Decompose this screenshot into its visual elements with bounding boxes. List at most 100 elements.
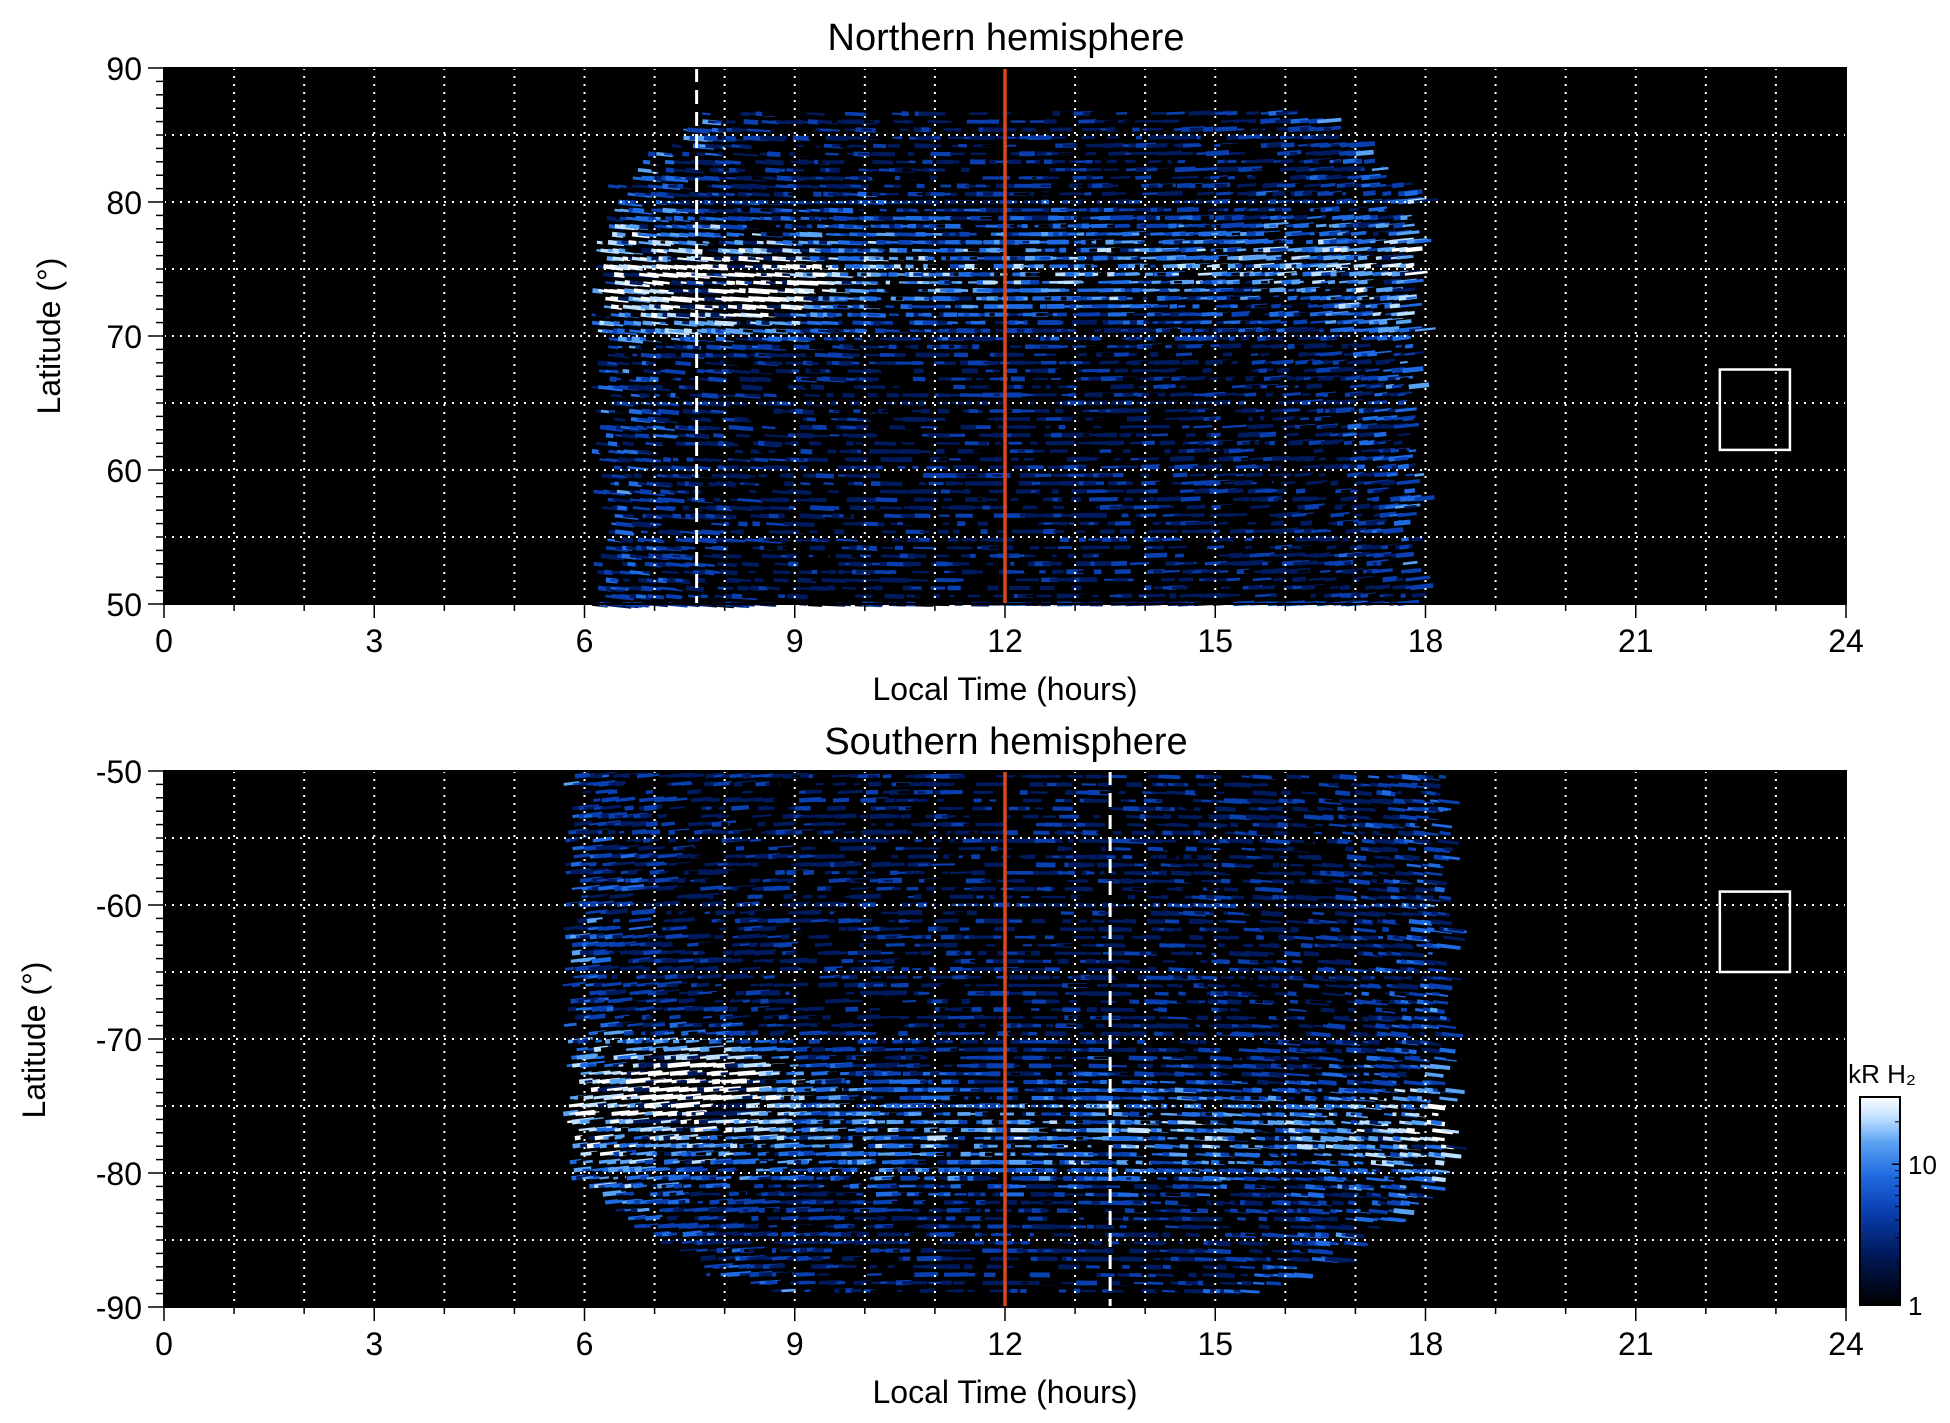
northern-emission-streak	[675, 538, 687, 543]
northern-emission-streak	[1281, 473, 1292, 477]
northern-emission-streak	[1159, 440, 1176, 446]
northern-emission-streak	[749, 240, 758, 245]
northern-emission-streak	[748, 594, 773, 600]
northern-emission-streak	[777, 289, 785, 292]
northern-emission-streak	[704, 457, 723, 463]
northern-emission-streak	[1173, 134, 1196, 141]
northern-emission-streak	[1371, 568, 1393, 574]
northern-emission-streak	[1350, 304, 1360, 308]
northern-emission-streak	[1220, 504, 1236, 510]
northern-emission-streak	[1404, 488, 1416, 494]
northern-emission-streak	[641, 433, 651, 438]
northern-emission-streak	[1318, 457, 1327, 461]
northern-emission-streak	[627, 561, 636, 567]
northern-emission-streak	[1302, 393, 1311, 397]
northern-emission-streak	[1397, 463, 1410, 470]
northern-emission-streak	[1380, 479, 1395, 486]
northern-emission-streak	[1411, 536, 1424, 542]
northern-emission-streak	[1375, 223, 1386, 229]
northern-emission-streak	[776, 392, 786, 398]
northern-emission-streak	[801, 176, 812, 180]
northern-emission-streak	[1229, 585, 1242, 590]
northern-emission-streak	[660, 281, 670, 285]
northern-emission-streak	[1111, 560, 1128, 567]
northern-emission-streak	[798, 465, 808, 471]
northern-emission-streak	[620, 537, 634, 544]
northern-emission-streak	[1320, 439, 1344, 446]
northern-emission-streak	[614, 529, 635, 536]
northern-emission-streak	[914, 594, 937, 598]
northern-emission-streak	[643, 570, 651, 574]
northern-emission-streak	[1370, 214, 1379, 221]
northern-emission-streak	[652, 425, 675, 431]
northern-emission-streak	[719, 569, 738, 576]
northern-emission-streak	[1218, 343, 1242, 350]
northern-emission-streak	[1402, 552, 1415, 558]
northern-emission-streak	[723, 449, 733, 454]
northern-emission-streak	[1219, 593, 1240, 598]
northern-emission-streak	[806, 561, 825, 568]
northern-emission-streak	[785, 472, 794, 479]
northern-emission-streak	[635, 594, 646, 599]
northern-emission-streak	[1259, 431, 1277, 438]
northern-emission-streak	[1261, 295, 1274, 301]
northern-emission-streak	[671, 594, 683, 599]
northern-emission-streak	[1172, 472, 1188, 478]
northern-emission-streak	[1140, 513, 1156, 518]
northern-emission-streak	[1280, 320, 1288, 324]
northern-emission-streak	[902, 522, 922, 526]
northern-emission-streak	[804, 393, 821, 397]
northern-emission-streak	[749, 183, 757, 189]
northern-emission-streak	[1205, 150, 1230, 157]
northern-emission-streak	[1179, 416, 1205, 421]
northern-emission-streak	[874, 441, 897, 446]
northern-emission-streak	[719, 498, 730, 502]
northern-emission-streak	[1402, 366, 1424, 374]
northern-panel-title: Northern hemisphere	[828, 17, 1185, 59]
northern-emission-streak	[1404, 391, 1424, 397]
northern-emission-streak	[635, 425, 644, 430]
northern-emission-streak	[633, 320, 642, 326]
northern-emission-streak	[788, 561, 799, 567]
northern-emission-streak	[782, 546, 790, 550]
northern-emission-streak	[831, 184, 843, 189]
northern-emission-streak	[1395, 319, 1412, 325]
northern-emission-streak	[1184, 561, 1195, 566]
northern-emission-streak	[632, 506, 651, 511]
northern-emission-streak	[1345, 375, 1361, 381]
northern-emission-streak	[1397, 432, 1411, 437]
northern-emission-streak	[1184, 207, 1199, 213]
northern-emission-streak	[711, 522, 726, 526]
northern-emission-streak	[1297, 561, 1313, 566]
northern-emission-streak	[1319, 529, 1332, 533]
northern-emission-streak	[761, 320, 771, 326]
northern-emission-streak	[744, 482, 755, 486]
northern-emission-streak	[807, 361, 819, 365]
northern-emission-streak	[712, 192, 720, 196]
northern-emission-streak	[880, 506, 903, 510]
northern-emission-streak	[1298, 239, 1307, 245]
northern-emission-streak	[1404, 504, 1417, 509]
northern-emission-streak	[1402, 415, 1414, 422]
northern-emission-streak	[766, 151, 781, 157]
northern-emission-streak	[1193, 425, 1213, 429]
northern-emission-streak	[1171, 191, 1183, 197]
northern-emission-streak	[1336, 336, 1345, 341]
northern-emission-streak	[875, 497, 898, 503]
northern-emission-streak	[1097, 457, 1116, 461]
northern-emission-streak	[1410, 583, 1434, 591]
northern-emission-streak	[910, 505, 935, 511]
northern-emission-streak	[1108, 151, 1129, 156]
northern-emission-streak	[1235, 448, 1255, 453]
northern-emission-streak	[787, 192, 800, 196]
northern-emission-streak	[741, 561, 760, 568]
northern-emission-streak	[647, 594, 664, 600]
northern-emission-streak	[1156, 529, 1170, 534]
northern-emission-streak	[609, 289, 618, 293]
northern-emission-streak	[618, 368, 642, 376]
northern-emission-streak	[1289, 592, 1312, 599]
northern-emission-streak	[843, 224, 854, 229]
northern-emission-streak	[758, 586, 769, 591]
northern-emission-streak	[631, 336, 641, 342]
northern-emission-streak	[1355, 149, 1374, 157]
